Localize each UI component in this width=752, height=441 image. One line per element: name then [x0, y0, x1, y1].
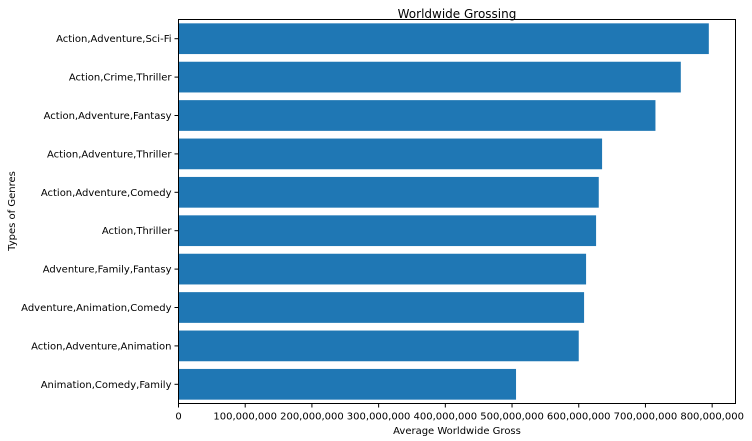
x-tick-label: 500,000,000 — [480, 412, 544, 423]
bar — [178, 61, 681, 93]
bar — [178, 176, 599, 208]
plot-frame — [178, 19, 736, 404]
x-axis: 0 100,000,000 200,000,000 300,000,000 400,00… — [175, 403, 744, 423]
bar — [178, 368, 517, 400]
y-tick-label: Adventure,Family,Fantasy — [43, 265, 172, 276]
x-tick-label: 700,000,000 — [614, 412, 678, 423]
y-tick-label: Animation,Comedy,Family — [41, 380, 172, 391]
y-axis: Action,Adventure,Sci-Fi Action,Crime,Thri… — [21, 34, 179, 391]
bar — [178, 100, 656, 131]
chart-title: Worldwide Grossing — [398, 7, 517, 21]
bar — [178, 330, 579, 362]
x-tick-label: 100,000,000 — [213, 412, 277, 423]
x-tick-label: 600,000,000 — [547, 412, 611, 423]
x-tick-label: 300,000,000 — [347, 412, 411, 423]
x-tick-label: 0 — [175, 412, 181, 423]
y-tick-label: Action,Adventure,Animation — [31, 341, 171, 352]
x-tick-label: 400,000,000 — [414, 412, 478, 423]
x-axis-label: Average Worldwide Gross — [393, 426, 521, 437]
bar — [178, 23, 709, 55]
x-tick-label: 200,000,000 — [280, 412, 344, 423]
bar — [178, 292, 585, 323]
bar — [178, 138, 603, 170]
y-tick-label: Action,Crime,Thriller — [69, 73, 172, 84]
y-tick-label: Action,Adventure,Thriller — [47, 149, 172, 160]
y-axis-label: Types of Genres — [7, 171, 18, 252]
y-tick-label: Action,Adventure,Fantasy — [44, 111, 172, 122]
bars-group — [178, 23, 709, 400]
x-tick-label: 800,000,000 — [680, 412, 744, 423]
y-tick-label: Action,Adventure,Sci-Fi — [56, 34, 171, 45]
bar — [178, 253, 587, 285]
y-tick-label: Action,Thriller — [102, 226, 173, 237]
y-tick-label: Action,Adventure,Comedy — [41, 188, 172, 199]
bar — [178, 215, 597, 247]
y-tick-label: Adventure,Animation,Comedy — [21, 303, 171, 314]
